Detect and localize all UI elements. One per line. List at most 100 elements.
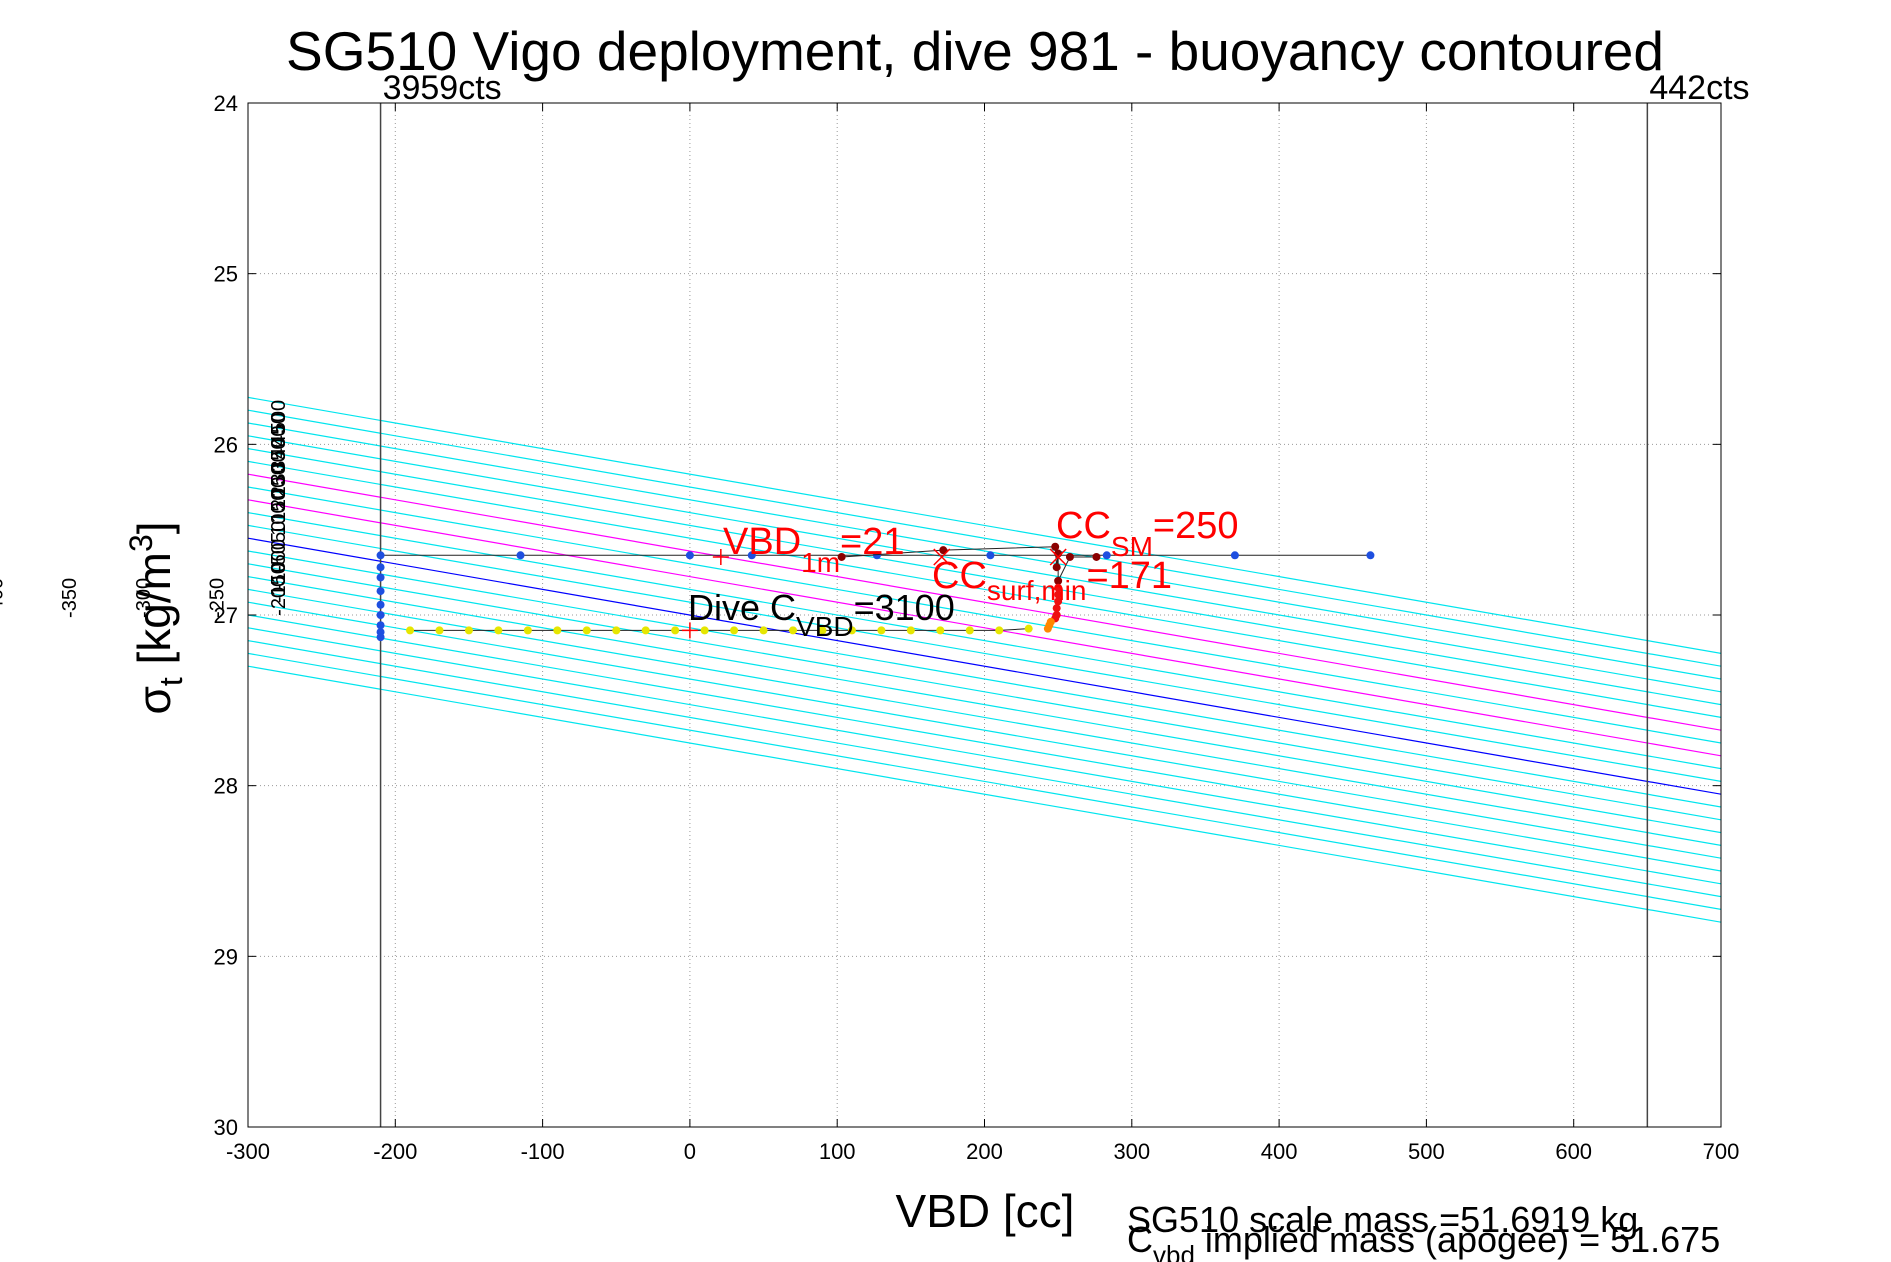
contour-line xyxy=(248,435,1721,693)
y-axis-label: σt [kg/m3] xyxy=(123,521,189,714)
data-point xyxy=(1051,542,1060,551)
x-tick-label: 400 xyxy=(1261,1139,1298,1164)
data-point xyxy=(464,626,473,635)
y-tick-label: 27 xyxy=(214,603,238,628)
data-point xyxy=(906,626,915,635)
data-point xyxy=(376,621,385,630)
data-point xyxy=(1054,590,1063,599)
data-point xyxy=(939,546,948,555)
contour-label-top: -250 xyxy=(206,578,228,618)
footer-implied-mass: Cvbd implied mass (apogee) = 51.675 xyxy=(1127,1219,1720,1262)
data-point xyxy=(523,626,532,635)
contour-label-top: -150 xyxy=(268,563,290,603)
x-tick-label: 200 xyxy=(966,1139,1003,1164)
x-tick-label: -200 xyxy=(373,1139,417,1164)
chart-title: SG510 Vigo deployment, dive 981 - buoyan… xyxy=(286,20,1664,82)
contour-line xyxy=(248,550,1721,808)
annotation-cc-surf-value: =171 xyxy=(1086,555,1172,597)
y-tick-label: 29 xyxy=(214,944,238,969)
y-tick-label: 26 xyxy=(214,432,238,457)
annotation-cc-surf-min: CCsurf,min=171 xyxy=(932,555,1172,606)
y-axis-label-main: σ xyxy=(128,686,180,714)
contour-label-top: 200 xyxy=(268,477,290,510)
data-point xyxy=(1054,597,1063,606)
annotation-cc-surf-main: CC xyxy=(932,555,987,597)
x-tick-label: -100 xyxy=(521,1139,565,1164)
data-point xyxy=(406,626,415,635)
data-point xyxy=(789,626,798,635)
data-point xyxy=(376,563,385,572)
annotation-vbd-1m: VBD1m=21 xyxy=(723,521,905,578)
x-tick-label: 600 xyxy=(1555,1139,1592,1164)
contour-label-top: -200 xyxy=(268,576,290,616)
contour-line xyxy=(248,511,1721,770)
data-point xyxy=(1024,624,1033,633)
contour-line xyxy=(248,460,1721,719)
contour-line xyxy=(248,524,1721,783)
data-point xyxy=(877,626,886,635)
contour-line xyxy=(248,601,1721,859)
data-point xyxy=(700,626,709,635)
annotation-dive-cvbd-main: Dive C xyxy=(688,587,796,628)
annotation-cc-surf-sub: surf,min xyxy=(987,575,1087,606)
contour-line xyxy=(248,537,1721,795)
data-point xyxy=(671,626,680,635)
contour-label-top: 450 xyxy=(268,413,290,446)
data-point xyxy=(376,587,385,596)
data-point xyxy=(759,626,768,635)
contour-label-top: 150 xyxy=(268,490,290,523)
data-point xyxy=(995,626,1004,635)
y-axis-label-sub: t xyxy=(153,677,189,686)
contour-line xyxy=(248,588,1721,847)
vbd-limit-label: 442cts xyxy=(1649,69,1749,107)
series-line xyxy=(410,628,1029,631)
annotation-vbd-1m-value: =21 xyxy=(840,521,904,563)
contour-label-top: 400 xyxy=(268,426,290,459)
data-point xyxy=(847,626,856,635)
annotation-cc-sm-main: CC xyxy=(1056,505,1111,547)
annotation-cc-sm: CCSM=250 xyxy=(1056,505,1238,562)
data-point xyxy=(1092,552,1101,561)
data-point xyxy=(1366,551,1375,560)
contour-line xyxy=(248,563,1721,821)
data-point xyxy=(872,551,881,560)
data-point xyxy=(1102,551,1111,560)
footer-implied-sub: vbd xyxy=(1153,1240,1195,1262)
annotation-dive-cvbd-value: =3100 xyxy=(854,587,955,628)
y-tick-label: 25 xyxy=(214,262,238,287)
data-point xyxy=(376,611,385,619)
y-tick-label: 30 xyxy=(214,1115,238,1140)
x-tick-label: 700 xyxy=(1703,1139,1740,1164)
x-axis: -300 -200 -100 0 100 200 300 400 500 600 700 xyxy=(226,103,1739,1164)
data-point xyxy=(837,552,846,561)
y-axis-label-sup: 3 xyxy=(123,534,159,552)
x-tick-label: 0 xyxy=(684,1139,696,1164)
contour-label-top: -50 xyxy=(268,543,290,572)
data-point xyxy=(376,633,385,642)
contour-label-top: 350 xyxy=(268,438,290,471)
svg-text:σt [kg/m3]: σt [kg/m3] xyxy=(123,521,189,714)
contour-label-top: 500 xyxy=(268,400,290,433)
x-tick-label: -300 xyxy=(226,1139,270,1164)
y-axis-label-close: ] xyxy=(128,521,180,534)
contour-line xyxy=(248,575,1721,834)
contour-label-top: -100 xyxy=(268,550,290,590)
contour-line xyxy=(248,409,1721,667)
data-point xyxy=(685,551,694,560)
x-tick-label: 300 xyxy=(1113,1139,1150,1164)
marker-plus xyxy=(712,548,729,565)
contour-label-top: 100 xyxy=(268,502,290,535)
data-point xyxy=(612,626,621,635)
contour-label-top: -350 xyxy=(59,578,81,618)
annotation-dive-cvbd: Dive CVBD=3100 xyxy=(688,587,955,642)
annotation-vbd-1m-sub: 1m xyxy=(801,547,840,578)
annotation-cc-sm-value: =250 xyxy=(1153,505,1239,547)
data-point xyxy=(1054,576,1063,585)
y-tick-label: 28 xyxy=(214,774,238,799)
annotation-cc-sm-sub: SM xyxy=(1111,531,1153,562)
contour-line xyxy=(248,422,1721,680)
series-line xyxy=(841,546,1097,582)
annotation-vbd-1m-main: VBD xyxy=(723,521,801,563)
data-point xyxy=(582,626,591,635)
